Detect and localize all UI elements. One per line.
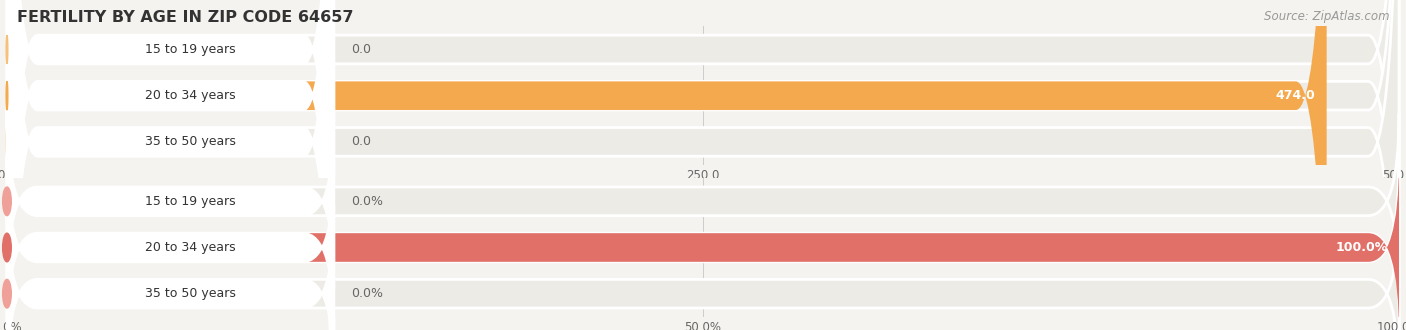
- Text: 15 to 19 years: 15 to 19 years: [145, 195, 235, 208]
- Circle shape: [3, 233, 11, 262]
- FancyBboxPatch shape: [7, 0, 1399, 330]
- Text: 35 to 50 years: 35 to 50 years: [145, 135, 236, 148]
- Text: 100.0%: 100.0%: [1336, 241, 1388, 254]
- Circle shape: [6, 82, 8, 110]
- FancyBboxPatch shape: [7, 0, 335, 330]
- Text: 474.0: 474.0: [1275, 89, 1316, 102]
- FancyBboxPatch shape: [7, 0, 1399, 330]
- Text: Source: ZipAtlas.com: Source: ZipAtlas.com: [1264, 10, 1389, 23]
- Text: 0.0: 0.0: [352, 43, 371, 56]
- FancyBboxPatch shape: [7, 159, 1399, 330]
- Text: FERTILITY BY AGE IN ZIP CODE 64657: FERTILITY BY AGE IN ZIP CODE 64657: [17, 10, 353, 25]
- FancyBboxPatch shape: [7, 206, 1399, 330]
- Circle shape: [3, 187, 11, 215]
- FancyBboxPatch shape: [7, 113, 335, 289]
- Text: 35 to 50 years: 35 to 50 years: [145, 287, 236, 300]
- Text: 20 to 34 years: 20 to 34 years: [145, 241, 235, 254]
- FancyBboxPatch shape: [7, 159, 1399, 330]
- Text: 20 to 34 years: 20 to 34 years: [145, 89, 235, 102]
- FancyBboxPatch shape: [7, 206, 335, 330]
- Circle shape: [3, 280, 11, 308]
- Text: 0.0%: 0.0%: [352, 287, 382, 300]
- FancyBboxPatch shape: [7, 0, 335, 330]
- FancyBboxPatch shape: [7, 0, 1399, 330]
- FancyBboxPatch shape: [7, 0, 335, 330]
- Circle shape: [6, 35, 8, 64]
- FancyBboxPatch shape: [7, 113, 1399, 289]
- FancyBboxPatch shape: [7, 0, 1327, 330]
- Text: 0.0: 0.0: [352, 135, 371, 148]
- Text: 15 to 19 years: 15 to 19 years: [145, 43, 235, 56]
- FancyBboxPatch shape: [7, 159, 335, 330]
- Circle shape: [6, 128, 8, 156]
- Text: 0.0%: 0.0%: [352, 195, 382, 208]
